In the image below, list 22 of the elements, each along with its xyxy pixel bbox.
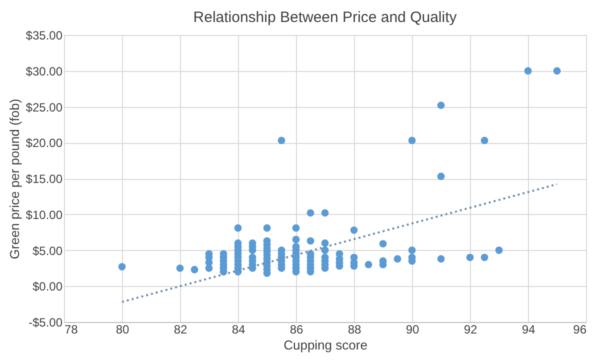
x-tick-label: 80 <box>116 322 130 336</box>
y-tick-label: $30.00 <box>26 64 63 78</box>
x-tick-label: 78 <box>64 322 78 336</box>
y-axis-title: Green price per pound (fob) <box>6 98 22 260</box>
x-tick-label: 94 <box>522 322 536 336</box>
x-tick-label: 96 <box>573 322 587 336</box>
chart-title: Relationship Between Price and Quality <box>193 9 458 26</box>
y-tick-label: $15.00 <box>26 172 63 186</box>
x-tick-label: 84 <box>232 322 246 336</box>
y-tick-label: $25.00 <box>26 100 63 114</box>
x-tick-label: 92 <box>464 322 478 336</box>
y-tick-label: $20.00 <box>26 136 63 150</box>
y-tick-label: $5.00 <box>32 244 63 258</box>
y-tick-label: $10.00 <box>26 208 63 222</box>
x-tick-label: 90 <box>406 322 420 336</box>
x-tick-label: 88 <box>348 322 362 336</box>
y-tick-label: $0.00 <box>32 280 63 294</box>
x-tick-label: 86 <box>290 322 304 336</box>
x-axis-title: Cupping score <box>284 338 368 352</box>
y-tick-label: -$5.00 <box>28 316 63 330</box>
x-tick-label: 82 <box>174 322 188 336</box>
y-tick-label: $35.00 <box>26 28 63 42</box>
